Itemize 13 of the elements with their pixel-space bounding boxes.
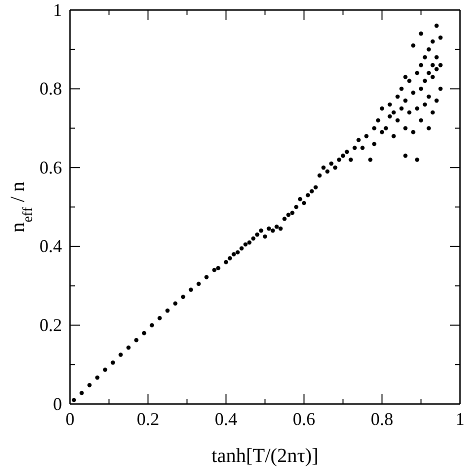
x-tick-label: 0.8 [370, 408, 394, 429]
x-tick-label: 0.4 [214, 408, 238, 429]
x-tick-label: 1 [456, 408, 464, 429]
y-tick-label: 0.2 [40, 314, 62, 335]
y-tick-label: 0.6 [40, 157, 62, 178]
x-tick-label: 0.6 [292, 408, 316, 429]
y-tick-label: 0.4 [40, 236, 62, 256]
y-tick-label: 0 [53, 394, 62, 414]
y-tick-label: 0.8 [40, 78, 62, 99]
y-tick-label: 1 [53, 0, 62, 20]
x-axis-title: tanh[T/(2nτ)] [212, 445, 318, 467]
x-tick-label: 0 [66, 408, 74, 429]
x-tick-label: 0.2 [136, 408, 160, 429]
